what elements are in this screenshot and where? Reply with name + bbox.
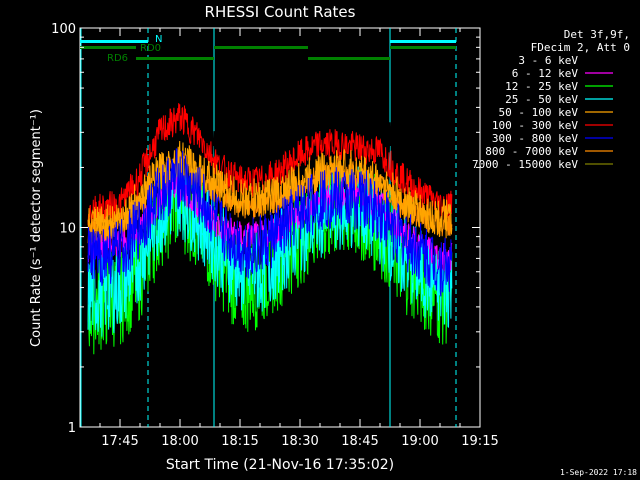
chart-title: RHESSI Count Rates — [205, 3, 356, 21]
annotation-label: N — [155, 34, 162, 45]
attenuator-bar — [80, 40, 148, 43]
legend-label: 12 - 25 keV — [505, 80, 578, 93]
legend-label: 25 - 50 keV — [505, 93, 578, 106]
legend-header-line-2: FDecim 2, Att 0 — [531, 41, 630, 54]
axis-ticks: 17:45 18:00 18:15 18:30 18:45 19:00 19:15 1 10 10… — [51, 22, 499, 449]
legend-label: 300 - 800 keV — [492, 132, 578, 145]
rd6-bar — [136, 57, 214, 60]
rd0-bar — [80, 46, 136, 49]
y-tick-label: 10 — [59, 222, 76, 237]
legend-header-line-1: Det 3f,9f, — [564, 28, 630, 41]
y-axis-label: Count Rate (s⁻¹ detector segment⁻¹) — [29, 109, 44, 347]
x-tick-label: 19:15 — [461, 434, 498, 449]
legend-label: 100 - 300 keV — [492, 119, 578, 132]
rd0-bar — [390, 46, 456, 49]
x-tick-label: 18:00 — [161, 434, 198, 449]
series-line-3 — [87, 155, 453, 337]
legend-label: 3 - 6 keV — [518, 54, 578, 67]
annotation-label: RD0 — [140, 43, 161, 54]
x-tick-label: 18:45 — [341, 434, 378, 449]
series-line-6 — [87, 148, 453, 297]
x-tick-label: 19:00 — [401, 434, 438, 449]
attenuator-bar — [390, 40, 456, 43]
legend-label: 6 - 12 keV — [512, 67, 579, 80]
x-tick-label: 18:15 — [221, 434, 258, 449]
x-axis-label: Start Time (21-Nov-16 17:35:02) — [166, 457, 394, 473]
rd0-bar — [214, 46, 308, 49]
legend-label: 50 - 100 keV — [499, 106, 579, 119]
series-lines — [87, 103, 453, 355]
x-tick-label: 18:30 — [281, 434, 318, 449]
legend-label: 800 - 7000 keV — [485, 145, 578, 158]
rd6-bar — [308, 57, 390, 60]
series-line-4 — [87, 140, 453, 243]
legend-label: 7000 - 15000 keV — [472, 158, 578, 171]
y-tick-label: 1 — [68, 421, 76, 436]
annotation-label: RD6 — [107, 53, 128, 64]
timestamp: 1-Sep-2022 17:18 — [560, 468, 637, 477]
y-tick-label: 100 — [51, 22, 76, 37]
x-tick-label: 17:45 — [101, 434, 138, 449]
